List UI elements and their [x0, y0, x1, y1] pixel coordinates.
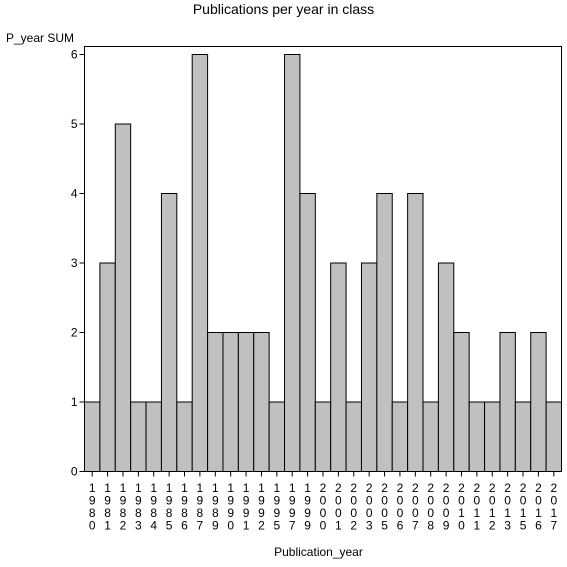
bar-1995 [268, 401, 286, 472]
bar-1983 [130, 401, 147, 472]
bar-2001 [330, 262, 347, 472]
bars-group [84, 54, 562, 472]
y-axis: 0 1 2 3 4 5 6 [71, 48, 85, 479]
bar-1980 [84, 401, 101, 472]
bar-2015 [514, 401, 532, 472]
x-axis: 1 9 8 0 1 9 8 1 1 9 8 2 1 9 8 3 1 9 8 4 1 9 8 5 1 9 8 6 1 9 8 7 1 9 8 9 1 9 9 0… [89, 471, 557, 533]
bar-1992 [253, 332, 270, 472]
y-tick-label-4: 4 [71, 187, 78, 201]
bar-2009 [437, 262, 455, 472]
x-axis-label: Publication_year [274, 545, 363, 559]
bar-2005 [376, 193, 393, 472]
y-tick-label-2: 2 [71, 326, 78, 340]
bar-1985 [160, 193, 178, 472]
y-tick-label-5: 5 [71, 117, 78, 131]
bar-2002 [345, 401, 362, 472]
bar-2012 [484, 401, 501, 472]
bar-1987 [191, 54, 209, 472]
y-tick-label-1: 1 [71, 395, 78, 409]
bar-1997 [284, 54, 301, 472]
bar-2008 [422, 401, 439, 472]
bar-1991 [237, 332, 255, 472]
bar-2016 [530, 332, 547, 472]
bar-1984 [145, 401, 162, 472]
y-axis-label: P_year SUM [6, 31, 75, 45]
bar-2011 [468, 401, 486, 472]
bar-1989 [207, 332, 224, 472]
bar-1981 [99, 262, 116, 472]
bar-2013 [499, 332, 516, 472]
bar-2000 [314, 401, 332, 472]
y-tick-label-0: 0 [71, 465, 78, 479]
bar-2006 [391, 401, 409, 472]
y-tick-label-3: 3 [71, 256, 78, 270]
chart-title: Publications per year in class [192, 1, 375, 17]
bar-2003 [360, 262, 378, 472]
bar-1982 [114, 123, 132, 472]
y-tick-label-6: 6 [71, 48, 78, 62]
bar-1999 [299, 193, 316, 472]
bar-2007 [407, 193, 424, 472]
plot-frame [84, 46, 562, 472]
bar-1986 [176, 401, 193, 472]
bar-1990 [222, 332, 239, 472]
bar-2010 [453, 332, 470, 472]
bar-2017 [545, 401, 562, 472]
